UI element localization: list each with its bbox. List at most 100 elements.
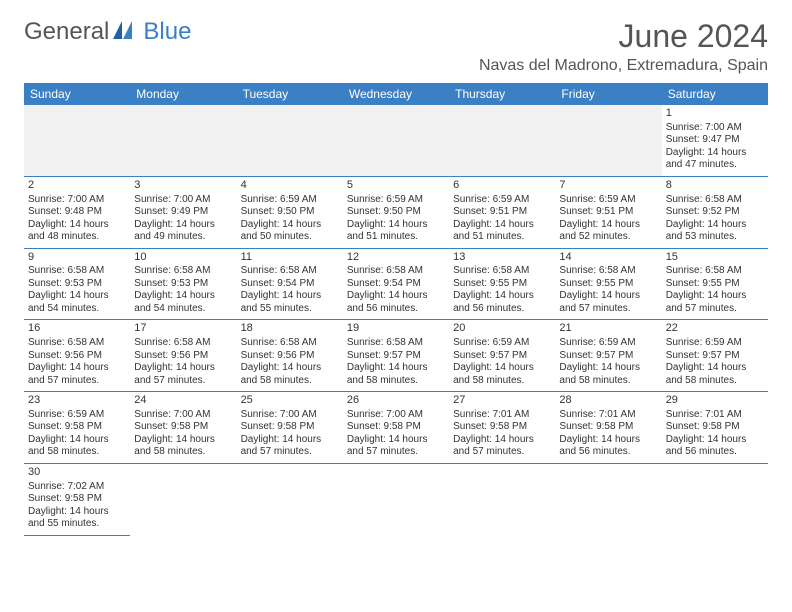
sunset-line: Sunset: 9:57 PM [347,350,421,361]
location: Navas del Madrono, Extremadura, Spain [479,57,768,75]
day-number: 27 [453,394,551,408]
sunset-line: Sunset: 9:53 PM [28,278,102,289]
sunset-line: Sunset: 9:50 PM [241,206,315,217]
day-cell: 2Sunrise: 7:00 AMSunset: 9:48 PMDaylight… [24,176,130,248]
sunset-line: Sunset: 9:57 PM [559,350,633,361]
day-cell: 15Sunrise: 6:58 AMSunset: 9:55 PMDayligh… [662,248,768,320]
sunset-line: Sunset: 9:49 PM [134,206,208,217]
day-number: 22 [666,322,764,336]
day-number: 25 [241,394,339,408]
empty-cell [662,463,768,535]
daylight-line: Daylight: 14 hours and 55 minutes. [28,506,109,530]
daylight-line: Daylight: 14 hours and 58 minutes. [28,434,109,458]
calendar-week-row: 9Sunrise: 6:58 AMSunset: 9:53 PMDaylight… [24,248,768,320]
header: General Blue June 2024 Navas del Madrono… [24,18,768,75]
daylight-line: Daylight: 14 hours and 50 minutes. [241,219,322,243]
day-number: 15 [666,251,764,265]
sunrise-line: Sunrise: 7:00 AM [666,122,742,133]
logo: General Blue [24,18,191,46]
day-number: 24 [134,394,232,408]
daylight-line: Daylight: 14 hours and 57 minutes. [453,434,534,458]
sunset-line: Sunset: 9:55 PM [666,278,740,289]
empty-cell [343,463,449,535]
day-cell: 21Sunrise: 6:59 AMSunset: 9:57 PMDayligh… [555,320,661,392]
sunrise-line: Sunrise: 7:01 AM [666,409,742,420]
weekday-header: Sunday [24,83,130,105]
daylight-line: Daylight: 14 hours and 56 minutes. [347,290,428,314]
day-number: 12 [347,251,445,265]
weekday-header: Friday [555,83,661,105]
day-cell: 6Sunrise: 6:59 AMSunset: 9:51 PMDaylight… [449,176,555,248]
day-number: 14 [559,251,657,265]
day-cell: 3Sunrise: 7:00 AMSunset: 9:49 PMDaylight… [130,176,236,248]
day-cell: 8Sunrise: 6:58 AMSunset: 9:52 PMDaylight… [662,176,768,248]
sunrise-line: Sunrise: 7:00 AM [28,194,104,205]
day-number: 13 [453,251,551,265]
sunrise-line: Sunrise: 6:59 AM [28,409,104,420]
sunset-line: Sunset: 9:48 PM [28,206,102,217]
logo-flag-icon [113,18,139,46]
calendar-week-row: 1Sunrise: 7:00 AMSunset: 9:47 PMDaylight… [24,105,768,176]
day-cell: 1Sunrise: 7:00 AMSunset: 9:47 PMDaylight… [662,105,768,176]
sunset-line: Sunset: 9:51 PM [453,206,527,217]
day-cell: 23Sunrise: 6:59 AMSunset: 9:58 PMDayligh… [24,392,130,464]
weekday-header: Wednesday [343,83,449,105]
day-cell: 11Sunrise: 6:58 AMSunset: 9:54 PMDayligh… [237,248,343,320]
day-cell: 7Sunrise: 6:59 AMSunset: 9:51 PMDaylight… [555,176,661,248]
daylight-line: Daylight: 14 hours and 47 minutes. [666,147,747,171]
sunrise-line: Sunrise: 7:01 AM [453,409,529,420]
sunrise-line: Sunrise: 6:58 AM [347,265,423,276]
sunrise-line: Sunrise: 6:59 AM [559,194,635,205]
empty-cell [237,463,343,535]
sunset-line: Sunset: 9:55 PM [559,278,633,289]
weekday-header: Monday [130,83,236,105]
day-cell: 20Sunrise: 6:59 AMSunset: 9:57 PMDayligh… [449,320,555,392]
day-number: 23 [28,394,126,408]
daylight-line: Daylight: 14 hours and 58 minutes. [666,362,747,386]
sunrise-line: Sunrise: 6:58 AM [453,265,529,276]
sunset-line: Sunset: 9:58 PM [666,421,740,432]
day-cell: 24Sunrise: 7:00 AMSunset: 9:58 PMDayligh… [130,392,236,464]
daylight-line: Daylight: 14 hours and 51 minutes. [347,219,428,243]
day-number: 10 [134,251,232,265]
day-cell: 12Sunrise: 6:58 AMSunset: 9:54 PMDayligh… [343,248,449,320]
sunrise-line: Sunrise: 7:00 AM [347,409,423,420]
empty-cell [343,105,449,176]
empty-cell [130,463,236,535]
title-block: June 2024 Navas del Madrono, Extremadura… [479,18,768,75]
sunset-line: Sunset: 9:56 PM [28,350,102,361]
daylight-line: Daylight: 14 hours and 56 minutes. [559,434,640,458]
day-cell: 26Sunrise: 7:00 AMSunset: 9:58 PMDayligh… [343,392,449,464]
day-cell: 14Sunrise: 6:58 AMSunset: 9:55 PMDayligh… [555,248,661,320]
day-cell: 17Sunrise: 6:58 AMSunset: 9:56 PMDayligh… [130,320,236,392]
day-number: 19 [347,322,445,336]
daylight-line: Daylight: 14 hours and 57 minutes. [28,362,109,386]
day-cell: 30Sunrise: 7:02 AMSunset: 9:58 PMDayligh… [24,463,130,535]
sunrise-line: Sunrise: 6:58 AM [28,265,104,276]
sunset-line: Sunset: 9:58 PM [134,421,208,432]
sunrise-line: Sunrise: 6:58 AM [666,194,742,205]
calendar-week-row: 23Sunrise: 6:59 AM Sunset: 9:58 PM Dayligh… [24,392,768,464]
logo-text-blue: Blue [143,18,191,46]
calendar-week-row: 16Sunrise: 6:58 AMSunset: 9:56 PMDayligh… [24,320,768,392]
calendar-body: 1Sunrise: 7:00 AMSunset: 9:47 PMDaylight… [24,105,768,535]
logo-text-general: General [24,18,109,46]
day-number: 28 [559,394,657,408]
day-number: 21 [559,322,657,336]
sunset-line: Sunset: 9:57 PM [666,350,740,361]
sunset-line: Sunset: 9:53 PM [134,278,208,289]
empty-cell [24,105,130,176]
day-cell: 18Sunrise: 6:58 AMSunset: 9:56 PMDayligh… [237,320,343,392]
daylight-line: Daylight: 14 hours and 57 minutes. [134,362,215,386]
empty-cell [449,105,555,176]
day-number: 8 [666,179,764,193]
day-number: 20 [453,322,551,336]
sunset-line: Sunset: 9:56 PM [134,350,208,361]
sunset-line: Sunset: 9:58 PM [28,493,102,504]
daylight-line: Daylight: 14 hours and 57 minutes. [347,434,428,458]
sunrise-line: Sunrise: 7:02 AM [28,481,104,492]
sunrise-line: Sunrise: 6:58 AM [134,265,210,276]
sunset-line: Sunset: 9:56 PM [241,350,315,361]
sunrise-line: Sunrise: 7:01 AM [559,409,635,420]
daylight-line: Daylight: 14 hours and 58 minutes. [559,362,640,386]
